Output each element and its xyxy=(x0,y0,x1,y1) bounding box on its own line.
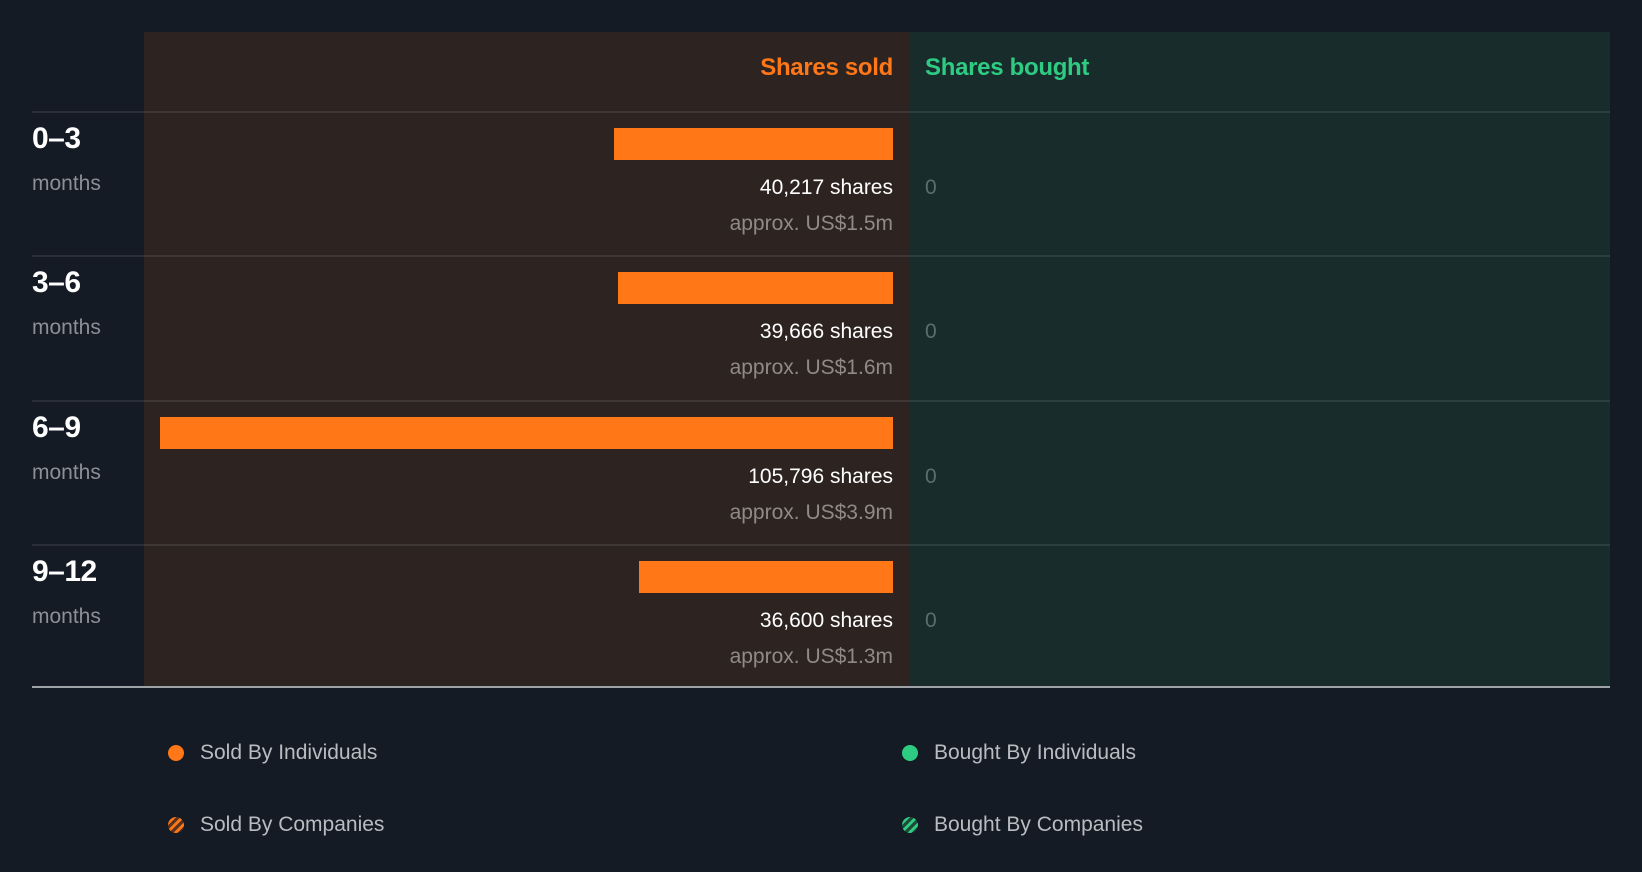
period-label: 0–3 xyxy=(32,122,81,155)
period-unit: months xyxy=(32,172,101,195)
legend-bought-individuals[interactable]: Bought By Individuals xyxy=(902,741,1136,765)
legend-label: Bought By Companies xyxy=(934,813,1143,836)
table-row: 0–3 months 40,217 shares approx. US$1.5m… xyxy=(0,112,1642,256)
legend-label: Sold By Companies xyxy=(200,813,385,836)
sold-bar xyxy=(160,417,893,449)
table-row: 6–9 months 105,796 shares approx. US$3.9… xyxy=(0,401,1642,545)
sold-value: approx. US$1.6m xyxy=(729,356,893,379)
green-dot-icon xyxy=(902,745,918,761)
sold-bar xyxy=(618,272,893,304)
bought-shares: 0 xyxy=(925,176,937,199)
row-divider xyxy=(32,400,1610,402)
row-divider xyxy=(32,544,1610,546)
axis-baseline xyxy=(32,686,1610,688)
period-label: 3–6 xyxy=(32,266,81,299)
green-striped-dot-icon xyxy=(902,817,918,833)
sold-value: approx. US$1.3m xyxy=(729,645,893,668)
sold-bar xyxy=(639,561,893,593)
bought-shares: 0 xyxy=(925,609,937,632)
sold-shares: 105,796 shares xyxy=(748,465,893,488)
period-label: 9–12 xyxy=(32,555,97,588)
orange-striped-dot-icon xyxy=(168,817,184,833)
legend-label: Bought By Individuals xyxy=(934,741,1136,764)
legend-sold-companies[interactable]: Sold By Companies xyxy=(168,813,384,837)
sold-shares: 39,666 shares xyxy=(759,320,893,343)
sold-bar xyxy=(614,128,893,160)
sold-shares: 40,217 shares xyxy=(759,176,893,199)
bought-shares: 0 xyxy=(925,465,937,488)
table-row: 3–6 months 39,666 shares approx. US$1.6m… xyxy=(0,256,1642,400)
row-divider xyxy=(32,255,1610,257)
orange-dot-icon xyxy=(168,745,184,761)
period-unit: months xyxy=(32,461,101,484)
row-divider xyxy=(32,111,1610,113)
period-unit: months xyxy=(32,316,101,339)
table-row: 9–12 months 36,600 shares approx. US$1.3… xyxy=(0,545,1642,689)
period-label: 6–9 xyxy=(32,411,81,444)
sold-value: approx. US$3.9m xyxy=(729,501,893,524)
sold-shares: 36,600 shares xyxy=(759,609,893,632)
legend-sold-individuals[interactable]: Sold By Individuals xyxy=(168,741,377,765)
bought-shares: 0 xyxy=(925,320,937,343)
shares-bought-header: Shares bought xyxy=(925,54,1090,81)
shares-bought-panel xyxy=(909,32,1610,687)
period-unit: months xyxy=(32,605,101,628)
legend-bought-companies[interactable]: Bought By Companies xyxy=(902,813,1143,837)
sold-value: approx. US$1.5m xyxy=(729,212,893,235)
legend-label: Sold By Individuals xyxy=(200,741,378,764)
shares-sold-header: Shares sold xyxy=(760,54,893,81)
